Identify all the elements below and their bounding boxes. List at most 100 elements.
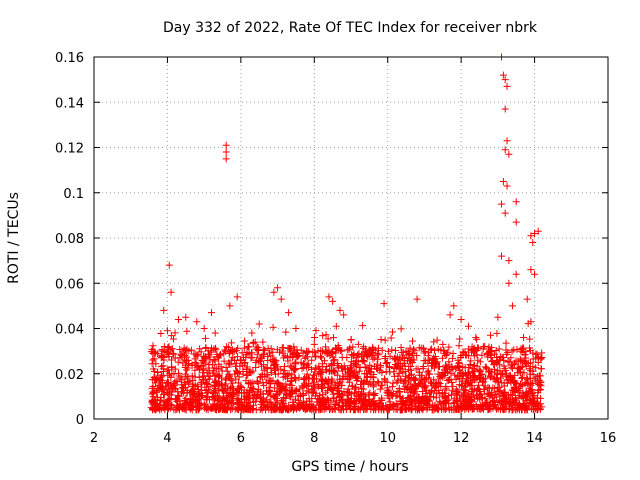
data-point	[427, 388, 435, 396]
data-point	[287, 386, 295, 394]
data-point	[517, 347, 525, 355]
data-point	[395, 387, 403, 395]
data-point	[184, 364, 192, 372]
data-point	[431, 387, 439, 395]
data-point	[410, 395, 418, 403]
data-point	[158, 371, 166, 379]
data-point	[508, 347, 516, 355]
data-point	[368, 351, 376, 359]
data-point	[276, 386, 284, 394]
data-point	[336, 306, 344, 314]
data-point	[334, 345, 342, 353]
data-point	[328, 377, 336, 385]
data-point	[193, 363, 201, 371]
data-point	[191, 393, 199, 401]
data-point	[483, 399, 491, 407]
data-point	[509, 364, 517, 372]
data-point	[402, 347, 410, 355]
data-point	[157, 396, 165, 404]
data-point	[389, 379, 397, 387]
data-point	[418, 404, 426, 412]
data-point	[384, 347, 392, 355]
data-point	[386, 402, 394, 410]
data-point	[244, 342, 252, 350]
y-tick-label: 0.12	[55, 142, 84, 157]
data-point	[348, 382, 356, 390]
data-point	[509, 405, 517, 413]
data-point	[531, 270, 539, 278]
data-point	[265, 388, 273, 396]
data-point	[366, 379, 374, 387]
data-point	[406, 386, 414, 394]
data-point	[486, 392, 494, 400]
data-point	[534, 358, 542, 366]
data-point	[522, 379, 530, 387]
data-point	[329, 348, 337, 356]
data-point	[477, 373, 485, 381]
data-point	[466, 381, 474, 389]
data-point	[530, 398, 538, 406]
data-point	[253, 377, 261, 385]
data-point	[393, 392, 401, 400]
data-point	[498, 370, 506, 378]
data-point	[308, 385, 316, 393]
data-point	[467, 357, 475, 365]
data-point	[507, 391, 515, 399]
data-point	[514, 357, 522, 365]
data-point	[235, 373, 243, 381]
data-point	[388, 346, 396, 354]
data-point	[156, 401, 164, 409]
data-point	[392, 356, 400, 364]
data-point	[267, 352, 275, 360]
data-point	[229, 394, 237, 402]
data-point	[158, 353, 166, 361]
data-point	[441, 398, 449, 406]
data-point	[397, 343, 405, 351]
data-point	[369, 352, 377, 360]
data-point	[516, 368, 524, 376]
data-point	[383, 378, 391, 386]
data-point	[431, 361, 439, 369]
data-point	[478, 404, 486, 412]
data-point	[258, 355, 266, 363]
data-point	[269, 348, 277, 356]
data-point	[335, 364, 343, 372]
data-point	[449, 354, 457, 362]
data-point	[451, 371, 459, 379]
data-point	[531, 229, 539, 237]
data-point	[339, 402, 347, 410]
data-point	[503, 137, 511, 145]
data-point	[205, 375, 213, 383]
data-point	[204, 372, 212, 380]
data-point	[460, 386, 468, 394]
data-point	[265, 405, 273, 413]
data-point	[476, 367, 484, 375]
data-point	[222, 155, 230, 163]
data-point	[316, 371, 324, 379]
data-point	[291, 346, 299, 354]
data-point	[396, 388, 404, 396]
data-point	[497, 374, 505, 382]
data-point	[355, 396, 363, 404]
data-point	[193, 406, 201, 414]
data-point	[469, 405, 477, 413]
data-point	[487, 372, 495, 380]
data-point	[388, 383, 396, 391]
y-tick-label: 0.1	[63, 187, 84, 202]
data-point	[188, 403, 196, 411]
data-point	[406, 393, 414, 401]
data-point	[524, 360, 532, 368]
data-point	[512, 198, 520, 206]
data-point	[464, 322, 472, 330]
data-point	[299, 391, 307, 399]
data-point	[283, 390, 291, 398]
data-point	[203, 380, 211, 388]
data-point	[526, 335, 534, 343]
data-point	[211, 381, 219, 389]
data-point	[400, 359, 408, 367]
data-point	[204, 347, 212, 355]
data-point	[286, 381, 294, 389]
data-point	[369, 374, 377, 382]
data-point	[474, 385, 482, 393]
data-point	[506, 372, 514, 380]
